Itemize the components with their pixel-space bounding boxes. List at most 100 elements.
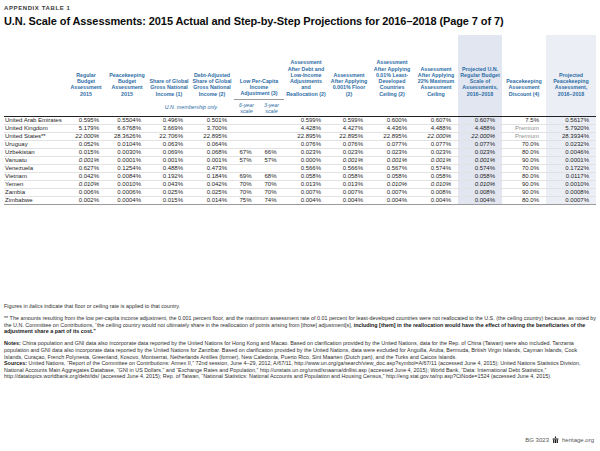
table-cell (259, 165, 284, 173)
header-spacer (546, 99, 596, 117)
table-cell: 4.488% (414, 125, 458, 133)
table-cell: 0.002% (66, 197, 106, 205)
table-cell: 0.1722% (546, 165, 596, 173)
footnote-notes: Notes: China population and GNI data als… (4, 340, 596, 360)
table-cell: 0.025% (148, 189, 190, 197)
table-cell: 3.669% (148, 125, 190, 133)
table-cell: 0.5617% (546, 117, 596, 125)
report-page: APPENDIX TABLE 1 U.N. Scale of Assessmen… (0, 0, 600, 451)
country-cell: Uruguay (4, 141, 66, 149)
table-cell: 0.607% (414, 117, 458, 125)
table-cell: 0.069% (148, 149, 190, 157)
table-cell: Premium (502, 133, 546, 141)
table-cell: 0.007% (284, 189, 328, 197)
table-cell: 0.008% (414, 189, 458, 197)
table-cell: 57% (259, 157, 284, 165)
column-header-country (4, 35, 66, 117)
table-cell: 6.6768% (106, 125, 148, 133)
table-cell: 75% (234, 197, 259, 205)
footnotes-section: Figures in italics indicate that floor o… (4, 303, 596, 380)
column-header: Peacekeeping Assessment Discount (4) (502, 35, 546, 99)
table-cell (234, 165, 259, 173)
table-cell: 0.0010% (106, 181, 148, 189)
table-cell: 0.488% (148, 165, 190, 173)
table-cell: 0.001% (414, 157, 458, 165)
column-header: Projected U.N. Regular Budget Scale of A… (458, 35, 502, 99)
report-id: BG 3023 (525, 437, 549, 443)
table-cell: 4.428% (284, 125, 328, 133)
header-spacer (328, 99, 370, 117)
table-cell: 0.010% (414, 181, 458, 189)
table-cell: 0.0232% (546, 141, 596, 149)
page-footer: BG 3023 heritage.org (525, 436, 594, 444)
column-header: Peacekeeping Budget Assessment 2015 (106, 35, 148, 99)
table-cell: 0.473% (190, 165, 234, 173)
table-cell: 0.014% (190, 197, 234, 205)
table-cell: 0.063% (148, 141, 190, 149)
scale-6yr-header: 6-year scale (234, 99, 259, 117)
table-row: Vanuatu0.001%0.0001%0.001%0.001%57%57%0.… (4, 157, 596, 165)
table-cell: 0.595% (66, 117, 106, 125)
table-kicker: APPENDIX TABLE 1 (4, 5, 596, 11)
membership-note: U.N. membership only (148, 99, 234, 117)
country-cell: Venezuela (4, 165, 66, 173)
table-cell: 28.3626% (106, 133, 148, 141)
table-cell: 0.001% (370, 157, 414, 165)
table-cell: 0.184% (190, 173, 234, 181)
table-cell: 22.000% (66, 133, 106, 141)
table-cell: 0.013% (284, 181, 328, 189)
table-cell (259, 125, 284, 133)
table-cell: 0.006% (66, 189, 106, 197)
table-cell: 22.000% (414, 133, 458, 141)
column-header: Debt-Adjusted Share of Global Gross Nati… (190, 35, 234, 99)
table-cell: 0.023% (414, 149, 458, 157)
table-cell: 0.001% (190, 157, 234, 165)
table-cell: 0.599% (284, 117, 328, 125)
table-cell: 0.0004% (106, 197, 148, 205)
column-header: Assessment After Applying 22% Maximum As… (414, 35, 458, 99)
table-cell: 0.496% (148, 117, 190, 125)
column-header: Assessment After Debt and Low-Income Adj… (284, 35, 328, 99)
table-cell: 0.058% (414, 173, 458, 181)
header-spacer (414, 99, 458, 117)
footnote-sources: Sources: United Nations, “Report of the … (4, 360, 596, 380)
table-cell: 0.0030% (106, 149, 148, 157)
table-row: Vietnam0.042%0.0084%0.192%0.184%69%68%0.… (4, 173, 596, 181)
column-header: Assessment After Applying 0.01% Least-De… (370, 35, 414, 99)
table-cell (259, 117, 284, 125)
table-cell: 90.0% (502, 157, 546, 165)
table-row: Yemen0.010%0.0010%0.043%0.042%70%70%0.01… (4, 181, 596, 189)
table-body: United Arab Emirates0.595%0.5504%0.496%0… (4, 117, 596, 205)
footer-site: heritage.org (562, 437, 594, 443)
table-cell: 0.076% (284, 141, 328, 149)
table-row: Venezuela0.627%0.1254%0.488%0.473%0.566%… (4, 165, 596, 173)
table-cell: 0.004% (458, 197, 502, 205)
table-cell: 0.010% (458, 181, 502, 189)
table-cell: 0.010% (370, 181, 414, 189)
table-cell: 0.023% (458, 149, 502, 157)
table-cell: 4.427% (328, 125, 370, 133)
table-cell: 0.058% (370, 173, 414, 181)
table-cell: 80.0% (502, 173, 546, 181)
table-cell: Premium (502, 125, 546, 133)
country-cell: United Arab Emirates (4, 117, 66, 125)
table-cell: 0.015% (148, 197, 190, 205)
country-cell: Vietnam (4, 173, 66, 181)
table-row: United States**22.000%28.3626%22.706%22.… (4, 133, 596, 141)
column-header: Low Per-Capita Income Adjustment (3) (234, 35, 284, 99)
table-cell: 0.600% (370, 117, 414, 125)
table-cell: 0.007% (370, 189, 414, 197)
table-cell: 0.013% (328, 181, 370, 189)
table-cell: 0.076% (328, 141, 370, 149)
table-cell (234, 117, 259, 125)
table-cell: 0.001% (148, 157, 190, 165)
table-cell: 90.0% (502, 181, 546, 189)
table-cell: 5.7920% (546, 125, 596, 133)
table-cell: 74% (259, 197, 284, 205)
table-row: Uruguay0.052%0.0104%0.063%0.064%0.076%0.… (4, 141, 596, 149)
table-row: Zambia0.006%0.0006%0.025%0.025%70%70%0.0… (4, 189, 596, 197)
table-cell: 0.567% (370, 165, 414, 173)
table-cell: 0.001% (458, 157, 502, 165)
table-cell: 0.574% (414, 165, 458, 173)
table-cell: 0.0006% (106, 189, 148, 197)
